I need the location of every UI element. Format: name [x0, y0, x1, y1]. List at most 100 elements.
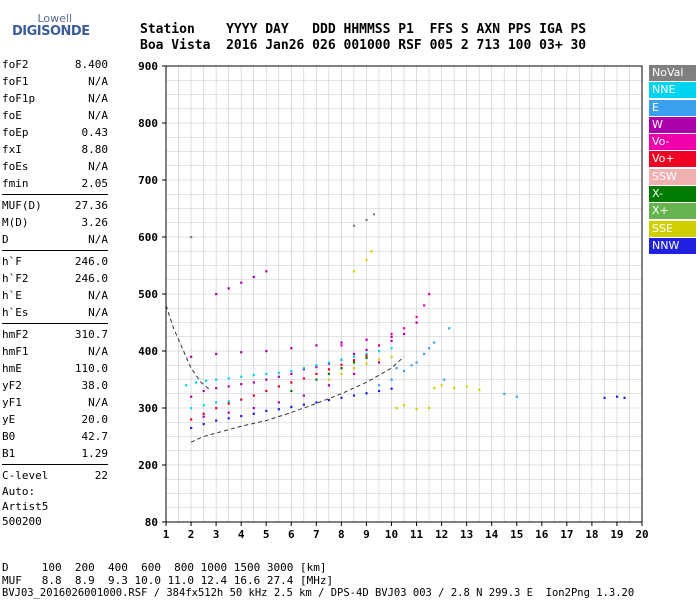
x-tick-label: 6 [288, 528, 295, 541]
x-tick-label: 1 [163, 528, 170, 541]
data-point [277, 408, 280, 411]
param-row: B0 42.7 [2, 428, 108, 445]
legend-item: NoVal [649, 65, 696, 81]
x-tick-label: 4 [238, 528, 245, 541]
y-tick-label: 600 [138, 231, 158, 244]
data-point [377, 350, 381, 353]
data-point [277, 385, 280, 388]
data-point [390, 387, 393, 390]
data-point [302, 368, 305, 371]
data-point [277, 401, 280, 404]
parameters-panel: foF2 8.400 foF1 N/A foF1p N/A foE N/A foEp 0.43 fx… [2, 56, 108, 484]
param-value: 8.80 [81, 143, 109, 156]
y-tick-label: 700 [138, 174, 158, 187]
data-point [415, 321, 418, 324]
legend-item: SSW [649, 168, 696, 185]
data-point [352, 372, 356, 375]
param-row: hmF2 310.7 [2, 326, 108, 343]
data-point [410, 364, 413, 367]
digisonde-logo: Lowell DIGISONDE [2, 4, 90, 44]
data-point [302, 377, 305, 380]
data-point [377, 344, 381, 347]
param-label: yE [2, 413, 16, 426]
data-point [423, 352, 426, 356]
data-point [428, 347, 431, 350]
legend-item: NNE [649, 82, 696, 99]
legend-item: Vo+ [649, 151, 696, 168]
data-point [365, 362, 368, 365]
data-point [352, 352, 356, 356]
param-value: 310.7 [74, 328, 108, 341]
data-point [302, 394, 305, 397]
data-point [265, 409, 268, 413]
y-tick-label: 300 [138, 402, 158, 415]
param-label: MUF(D) [2, 199, 42, 212]
param-value: 246.0 [74, 272, 108, 285]
data-point [377, 384, 381, 387]
param-row: foEs N/A [2, 158, 108, 175]
x-tick-label: 3 [213, 528, 220, 541]
data-point [503, 392, 506, 395]
param-row: D N/A [2, 231, 108, 248]
legend-item: E [649, 99, 696, 116]
x-tick-label: 2 [188, 528, 195, 541]
data-point [340, 372, 343, 375]
param-row: foF1 N/A [2, 73, 108, 90]
data-point [327, 384, 331, 387]
data-point [352, 359, 356, 362]
param-label: h`Es [2, 306, 29, 319]
param-row: M(D) 3.26 [2, 214, 108, 231]
data-point [370, 250, 373, 253]
param-value: 42.7 [81, 430, 109, 443]
data-point [265, 350, 268, 353]
data-point [215, 419, 218, 422]
data-point [390, 355, 393, 358]
param-label: hmF2 [2, 328, 29, 341]
header-line-2: Boa Vista 2016 Jan26 026 001000 RSF 005 … [140, 38, 587, 53]
param-label: yF2 [2, 379, 22, 392]
profile-curve [165, 305, 405, 443]
data-point [428, 407, 431, 410]
data-point [365, 338, 368, 341]
x-tick-label: 20 [635, 528, 648, 541]
data-point [315, 401, 318, 404]
data-point [290, 381, 293, 384]
data-point [352, 355, 356, 358]
data-point [277, 375, 280, 378]
data-point [415, 315, 418, 318]
param-row: MUF(D) 27.36 [2, 197, 108, 214]
auto-line-1: Auto: [2, 485, 36, 498]
data-point [195, 381, 198, 384]
param-label: yF1 [2, 396, 22, 409]
data-point [365, 356, 368, 360]
x-tick-label: 12 [435, 528, 448, 541]
data-point [290, 405, 293, 409]
x-tick-label: 10 [385, 528, 398, 541]
legend-item: X- [649, 186, 696, 203]
data-point [478, 388, 481, 391]
footer-line-3: BVJ03_2016026001000.RSF / 384fx512h 50 k… [2, 587, 635, 599]
data-point [315, 364, 318, 367]
data-point [377, 389, 381, 393]
x-tick-label: 15 [510, 528, 523, 541]
x-tick-label: 7 [313, 528, 320, 541]
header-line-1: Station YYYY DAY DDD HHMMSS P1 FFS S AXN… [140, 22, 587, 37]
param-row: fxI 8.80 [2, 141, 108, 158]
data-point [315, 344, 318, 347]
data-point [265, 270, 268, 273]
param-row: h`Es N/A [2, 304, 108, 321]
legend-item: NNW [649, 237, 696, 254]
data-point [390, 378, 393, 381]
data-point [395, 407, 398, 410]
param-row: h`F2 246.0 [2, 270, 108, 287]
data-point [623, 396, 626, 399]
data-point [265, 389, 268, 393]
param-value: 22 [94, 469, 108, 482]
param-label: foE [2, 109, 22, 122]
data-point [415, 408, 418, 411]
data-point [227, 417, 230, 420]
data-point [240, 398, 243, 401]
data-point [202, 389, 205, 393]
param-row: hmF1 N/A [2, 343, 108, 360]
data-point [377, 358, 381, 361]
